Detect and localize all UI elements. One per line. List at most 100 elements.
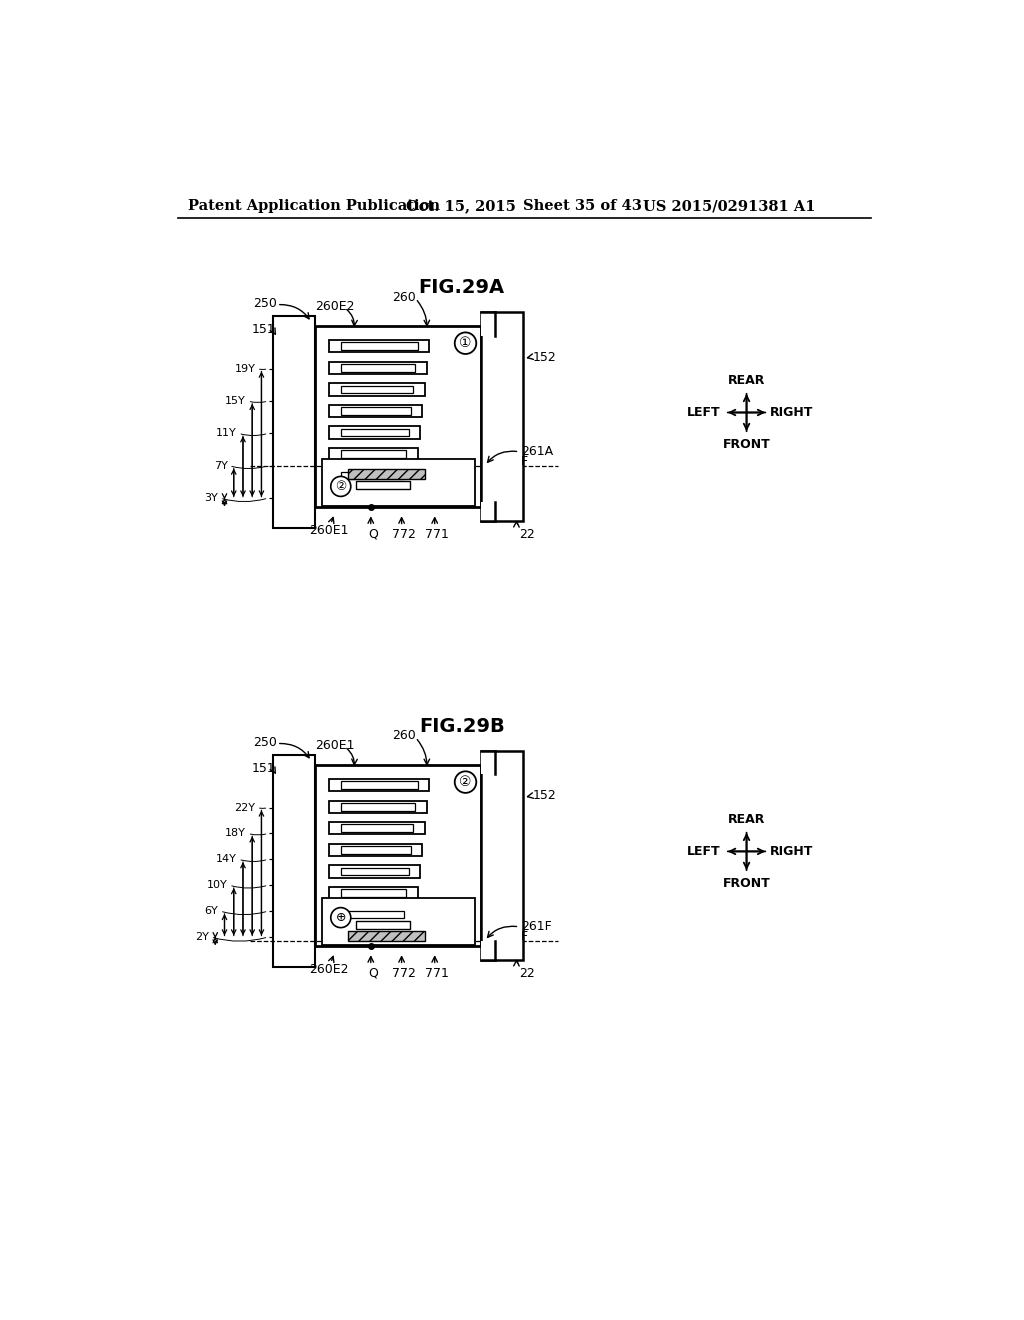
Text: 260E2: 260E2 — [314, 300, 354, 313]
Bar — [330, 470, 416, 482]
Bar — [341, 803, 416, 810]
Text: 261F: 261F — [521, 920, 552, 933]
Text: 22: 22 — [519, 528, 536, 541]
Text: 14Y: 14Y — [216, 854, 237, 865]
Text: FRONT: FRONT — [723, 438, 770, 451]
Bar — [315, 766, 481, 946]
Text: 7Y: 7Y — [214, 461, 227, 471]
Bar — [341, 429, 409, 437]
Text: RIGHT: RIGHT — [769, 407, 813, 418]
Text: 22: 22 — [519, 966, 536, 979]
Text: 15Y: 15Y — [225, 396, 246, 407]
Text: 260: 260 — [392, 290, 416, 304]
Bar — [481, 751, 495, 775]
Circle shape — [331, 908, 351, 928]
Bar — [481, 313, 495, 335]
Text: 152: 152 — [532, 789, 556, 803]
Text: F: F — [521, 454, 528, 467]
Bar — [356, 921, 410, 929]
Bar — [341, 385, 413, 393]
Text: Q: Q — [369, 966, 378, 979]
Text: 11Y: 11Y — [216, 428, 237, 438]
Text: ①: ① — [459, 337, 472, 350]
Text: 772: 772 — [392, 528, 416, 541]
Text: Sheet 35 of 43: Sheet 35 of 43 — [523, 199, 642, 213]
Bar — [481, 313, 523, 521]
Text: 2Y: 2Y — [196, 932, 209, 942]
Circle shape — [455, 771, 476, 793]
Bar — [341, 911, 403, 919]
Text: 772: 772 — [392, 966, 416, 979]
Bar — [341, 471, 403, 479]
Bar — [330, 447, 418, 461]
Text: ⊕: ⊕ — [336, 911, 346, 924]
Text: FRONT: FRONT — [723, 878, 770, 890]
Text: 6Y: 6Y — [205, 906, 218, 916]
Bar — [273, 755, 315, 966]
Bar — [315, 326, 481, 507]
Text: ②: ② — [459, 775, 472, 789]
Text: 260: 260 — [392, 730, 416, 742]
Bar — [341, 342, 418, 350]
Bar — [341, 890, 407, 896]
Bar — [330, 362, 427, 374]
Text: REAR: REAR — [728, 813, 765, 825]
Bar — [330, 822, 425, 834]
Bar — [348, 469, 425, 479]
Text: 3Y: 3Y — [205, 492, 218, 503]
Text: ②: ② — [335, 480, 346, 492]
Bar — [273, 317, 315, 528]
Text: 250: 250 — [253, 297, 278, 310]
Text: FIG.29B: FIG.29B — [419, 717, 505, 737]
Bar — [348, 931, 425, 941]
Bar — [341, 364, 416, 372]
Bar — [322, 459, 475, 506]
Text: RIGHT: RIGHT — [769, 845, 813, 858]
Text: 260E1: 260E1 — [314, 739, 354, 751]
Text: 18Y: 18Y — [225, 829, 246, 838]
Text: 260E2: 260E2 — [309, 962, 349, 975]
Bar — [341, 846, 411, 854]
Bar — [330, 866, 420, 878]
Text: Q: Q — [369, 528, 378, 541]
Text: US 2015/0291381 A1: US 2015/0291381 A1 — [643, 199, 815, 213]
Text: Oct. 15, 2015: Oct. 15, 2015 — [407, 199, 516, 213]
Bar — [341, 825, 413, 832]
Bar — [330, 779, 429, 792]
Bar — [330, 887, 418, 899]
Text: 771: 771 — [425, 528, 449, 541]
Bar — [330, 341, 429, 352]
Text: 771: 771 — [425, 966, 449, 979]
Text: REAR: REAR — [728, 374, 765, 387]
Bar — [330, 908, 416, 921]
Text: Patent Application Publication: Patent Application Publication — [188, 199, 440, 213]
Text: 152: 152 — [532, 351, 556, 363]
Text: 151: 151 — [252, 762, 275, 775]
Bar — [330, 383, 425, 396]
Bar — [341, 450, 407, 458]
Bar — [341, 407, 411, 414]
Bar — [322, 899, 475, 945]
Bar — [341, 781, 418, 789]
Bar — [481, 502, 495, 521]
Bar — [330, 843, 422, 857]
Text: 10Y: 10Y — [207, 880, 227, 890]
Bar — [356, 480, 410, 488]
Text: FIG.29A: FIG.29A — [419, 279, 505, 297]
Bar — [330, 405, 422, 417]
Bar — [481, 941, 495, 960]
Text: F: F — [521, 929, 528, 942]
Text: 250: 250 — [253, 735, 278, 748]
Bar — [330, 426, 420, 438]
Text: 260E1: 260E1 — [309, 524, 349, 537]
Text: 261A: 261A — [521, 445, 553, 458]
Text: LEFT: LEFT — [687, 407, 720, 418]
Text: LEFT: LEFT — [687, 845, 720, 858]
Bar — [330, 800, 427, 813]
Text: 151: 151 — [252, 323, 275, 335]
Circle shape — [331, 477, 351, 496]
Text: 19Y: 19Y — [234, 363, 255, 374]
Text: 22Y: 22Y — [234, 803, 255, 813]
Circle shape — [455, 333, 476, 354]
Bar — [341, 867, 409, 875]
